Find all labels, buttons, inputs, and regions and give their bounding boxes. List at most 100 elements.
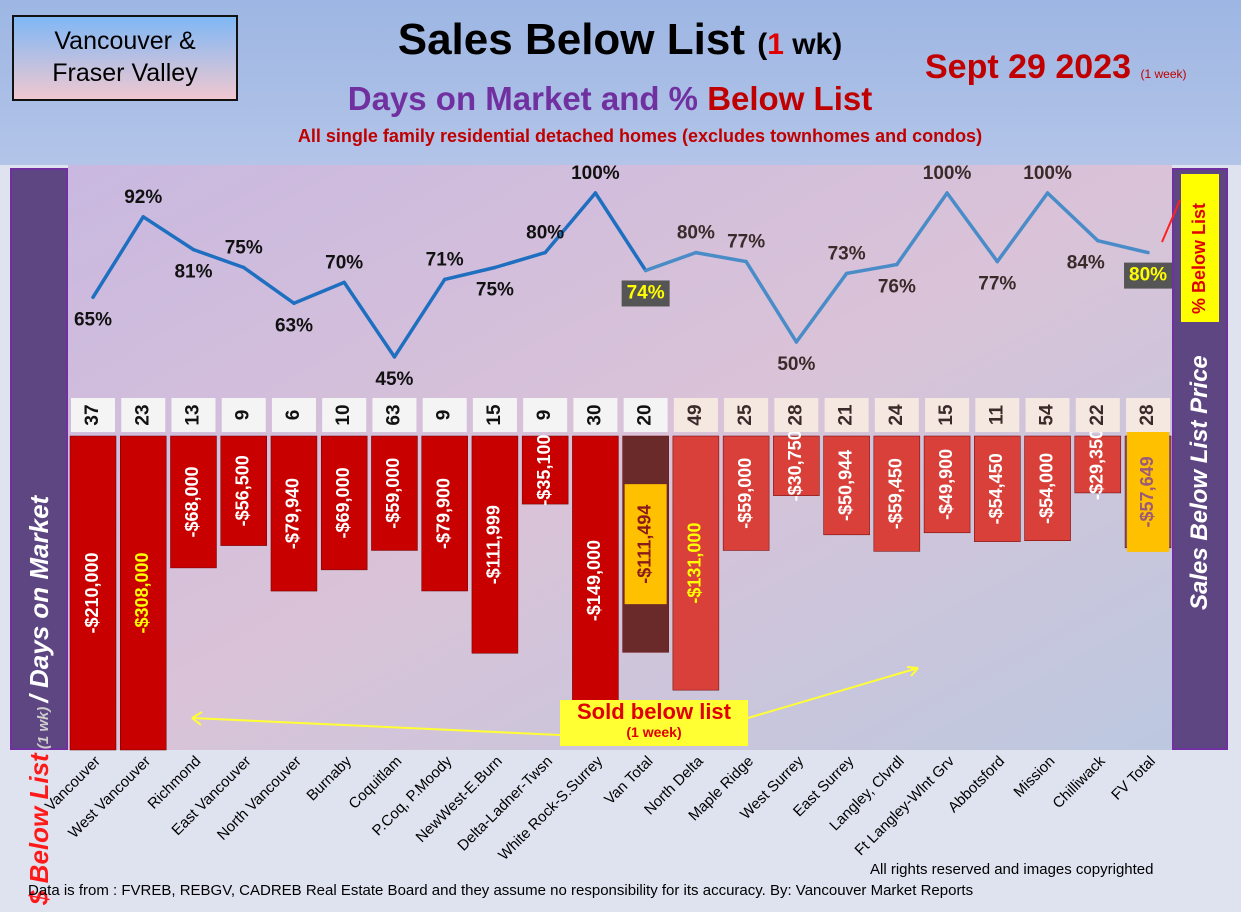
days-box-19 <box>1025 398 1070 432</box>
pct-label: 100% <box>923 163 972 184</box>
bar-8 <box>471 435 519 654</box>
bar-1 <box>119 435 167 751</box>
category-label: Burnaby <box>303 752 355 804</box>
line-segment-18 <box>995 191 1050 264</box>
bar-2 <box>170 435 217 569</box>
bar-6 <box>371 435 418 551</box>
line-segment-5 <box>342 280 397 359</box>
line-segment-14 <box>794 271 849 344</box>
pct-label: 70% <box>325 252 363 273</box>
line-segment-9 <box>543 191 598 255</box>
bar-value-label: -$56,500 <box>232 455 252 526</box>
right-axis-panel: Sales Below List Price % Below List <box>1172 168 1228 750</box>
bar-value-label: -$149,000 <box>584 540 604 621</box>
line-segment-3 <box>241 265 296 306</box>
bar-value-label: -$59,000 <box>735 458 755 529</box>
title-paren-close: wk) <box>783 28 843 61</box>
bar-value-label: -$111,494 <box>634 505 654 584</box>
line-segment-1 <box>141 215 196 252</box>
bar-20 <box>1074 435 1122 494</box>
copyright-note: All rights reserved and images copyright… <box>870 861 1154 878</box>
bar-5 <box>320 435 368 571</box>
pct-label: 77% <box>978 274 1016 295</box>
days-box-6 <box>372 398 417 432</box>
days-on-market-label: 13 <box>182 404 203 425</box>
line-segment-16 <box>895 191 949 267</box>
days-on-market-label: 9 <box>434 410 455 421</box>
pct-label: 65% <box>74 309 112 330</box>
category-label: Chilliwack <box>1049 752 1109 812</box>
subtitle-note: All single family residential detached h… <box>297 126 983 146</box>
line-segment-13 <box>744 259 799 344</box>
pct-label: 81% <box>174 262 212 283</box>
left-axis-title: $ Below List (1 wk) / Days on Market <box>24 496 55 905</box>
pct-box-21 <box>1124 262 1173 289</box>
days-on-market-label: 15 <box>936 404 957 426</box>
line-segment-2 <box>191 247 246 270</box>
bar-value-label: -$49,900 <box>936 449 956 520</box>
days-box-0 <box>71 398 115 432</box>
pct-below-list-tag: % Below List <box>1181 174 1219 322</box>
days-on-market-label: 24 <box>886 404 907 426</box>
line-segment-15 <box>844 262 899 276</box>
days-box-14 <box>774 398 819 432</box>
bar-7 <box>421 435 468 592</box>
days-box-20 <box>1075 398 1120 432</box>
days-on-market-label: 9 <box>534 410 555 421</box>
bar-14 <box>773 435 820 496</box>
bar-value-label: -$50,944 <box>835 450 855 521</box>
days-box-12 <box>673 398 718 432</box>
line-segment-7 <box>442 265 497 282</box>
days-on-market-label: 63 <box>383 404 404 425</box>
days-on-market-label: 28 <box>785 404 806 425</box>
days-box-18 <box>975 398 1020 432</box>
bar-value-label: -$79,900 <box>433 478 453 549</box>
bar-3 <box>220 435 267 546</box>
subtitle: Days on Market and % Below List <box>260 80 960 118</box>
line-segment-6 <box>392 277 447 359</box>
days-on-market-label: 22 <box>1087 404 1108 425</box>
pct-box-11 <box>621 280 670 307</box>
line-segment-20 <box>1096 238 1150 255</box>
days-on-market-label: 49 <box>685 404 706 425</box>
bar-15 <box>823 435 870 536</box>
bar-value-label: -$35,100 <box>534 435 554 506</box>
category-label: Ft Langley-Wlnt Grv <box>852 752 959 859</box>
days-on-market-label: 28 <box>1137 404 1158 425</box>
bar-value-label: -$131,000 <box>685 523 705 604</box>
left-axis-part2: (1 wk) <box>35 702 52 754</box>
chart-title: Sales Below List (1 wk) <box>300 15 940 65</box>
days-box-8 <box>472 398 517 432</box>
subtitle-part1: Days on Market and % <box>347 80 708 117</box>
days-box-7 <box>422 398 467 432</box>
title-period: 1 <box>767 28 784 61</box>
pct-label: 84% <box>1067 253 1105 274</box>
days-on-market-label: 15 <box>484 404 505 426</box>
days-box-13 <box>724 398 769 432</box>
date-note: (1 week) <box>1140 67 1187 81</box>
right-axis-title: Sales Below List Price <box>1186 355 1213 610</box>
bar-value-label: -$54,000 <box>1036 453 1056 524</box>
days-box-3 <box>221 398 266 432</box>
bar-18 <box>974 435 1021 542</box>
days-box-17 <box>925 398 970 432</box>
days-box-10 <box>573 398 618 432</box>
pct-label: 80% <box>526 223 564 244</box>
bar-value-label: -$54,450 <box>986 453 1006 524</box>
pct-label: 71% <box>426 249 464 270</box>
days-box-9 <box>523 398 568 432</box>
days-on-market-label: 25 <box>735 404 756 426</box>
bar-10 <box>572 435 619 726</box>
category-label: NewWest-E.Burn <box>413 753 506 846</box>
bar-value-label: -$308,000 <box>132 552 152 633</box>
pct-label: 63% <box>275 315 313 336</box>
total-label-bg-11 <box>624 484 667 605</box>
bar-value-label: -$210,000 <box>82 552 102 633</box>
left-axis-panel: $ Below List (1 wk) / Days on Market <box>10 168 68 905</box>
bar-value-label: -$57,649 <box>1137 456 1157 527</box>
line-segment-0 <box>91 215 145 300</box>
region-line1: Vancouver & <box>54 27 196 55</box>
days-box-1 <box>121 398 166 432</box>
pct-label: 45% <box>375 369 413 390</box>
data-source-note: Data is from : FVREB, REBGV, CADREB Real… <box>28 882 974 899</box>
